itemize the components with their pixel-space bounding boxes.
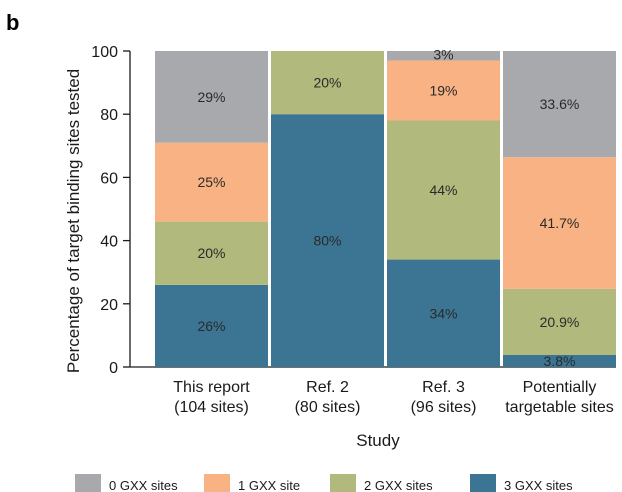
- y-tick-label: 0: [109, 360, 118, 377]
- segment-label: 34%: [429, 305, 457, 321]
- segment-label: 25%: [197, 174, 225, 190]
- y-axis: 0 20 40 60 80 100: [91, 44, 131, 377]
- y-tick-label: 20: [100, 297, 118, 314]
- bar-segment-0-gxx-sites: [155, 51, 268, 143]
- x-tick-label: (96 sites): [411, 399, 477, 416]
- bars: [155, 51, 616, 367]
- segment-label: 20%: [313, 75, 341, 91]
- x-tick-label: targetable sites: [505, 399, 614, 416]
- bar-segment-0-gxx-sites: [387, 51, 500, 61]
- bar-segment-1-gxx-site: [503, 157, 616, 289]
- segment-label: 19%: [429, 83, 457, 99]
- legend-label: 0 GXX sites: [109, 478, 178, 492]
- bar-segment-2-gxx-sites: [387, 120, 500, 260]
- bar-segment-0-gxx-sites: [503, 51, 616, 158]
- panel-letter: b: [6, 10, 19, 35]
- bar-segment-3-gxx-sites: [155, 284, 268, 367]
- legend: 0 GXX sites 1 GXX site 2 GXX sites 3 GXX si…: [75, 474, 573, 492]
- legend-label: 2 GXX sites: [364, 478, 433, 492]
- legend-swatch: [470, 474, 496, 492]
- y-tick-label: 80: [100, 107, 118, 124]
- segment-label: 20.9%: [540, 314, 580, 330]
- bar-segment-2-gxx-sites: [271, 51, 384, 115]
- x-axis-title: Study: [356, 431, 400, 450]
- segment-label: 29%: [197, 89, 225, 105]
- legend-label: 1 GXX site: [238, 478, 300, 492]
- segment-label: 80%: [313, 233, 341, 249]
- x-tick-label: This report: [173, 379, 250, 396]
- segment-label: 3%: [433, 46, 453, 62]
- legend-swatch: [75, 474, 101, 492]
- bar-segment-3-gxx-sites: [271, 114, 384, 367]
- x-tick-label: Ref. 3: [422, 379, 465, 396]
- y-tick-label: 40: [100, 234, 118, 251]
- x-axis: This report (104 sites) Ref. 2 (80 sites) Re…: [130, 366, 616, 416]
- segment-label: 41.7%: [540, 215, 580, 231]
- x-tick-label: Ref. 2: [306, 379, 349, 396]
- bar-segment-2-gxx-sites: [155, 221, 268, 285]
- bar-segment-3-gxx-sites: [387, 259, 500, 367]
- segment-label: 3.8%: [544, 353, 576, 369]
- legend-swatch: [330, 474, 356, 492]
- bar-segment-1-gxx-site: [387, 60, 500, 121]
- y-tick-label: 60: [100, 170, 118, 187]
- bar-segment-2-gxx-sites: [503, 288, 616, 355]
- bar-segment-3-gxx-sites: [503, 354, 616, 367]
- segment-label: 44%: [429, 182, 457, 198]
- x-tick-label: Potentially: [523, 379, 597, 396]
- segment-labels: 26% 20% 25% 29% 80% 20% 34% 44% 19% 3% 3.8% 20.9% 41…: [197, 46, 579, 369]
- segment-label: 20%: [197, 245, 225, 261]
- y-tick-label: 100: [91, 44, 118, 61]
- segment-label: 33.6%: [540, 96, 580, 112]
- x-tick-label: (104 sites): [174, 399, 249, 416]
- legend-swatch: [204, 474, 230, 492]
- y-axis-title: Percentage of target binding sites teste…: [64, 69, 83, 373]
- segment-label: 26%: [197, 318, 225, 334]
- bar-segment-1-gxx-site: [155, 142, 268, 222]
- legend-label: 3 GXX sites: [504, 478, 573, 492]
- x-tick-label: (80 sites): [295, 399, 361, 416]
